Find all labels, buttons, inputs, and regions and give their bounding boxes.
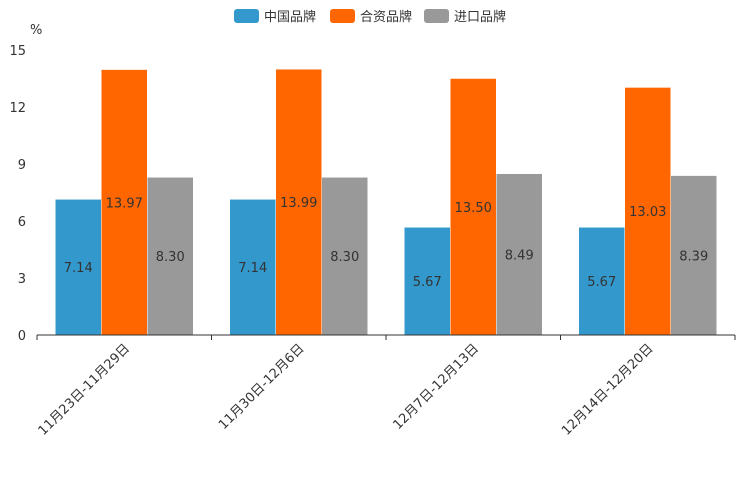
legend: 中国品牌 合资品牌 进口品牌 — [234, 9, 506, 25]
legend-item: 合资品牌 — [330, 9, 412, 25]
bars-group: 7.14 13.97 8.30 7.14 13.99 8.30 5.67 13.50 8.49 5… — [55, 68, 717, 336]
data-label: 7.14 — [64, 261, 93, 276]
data-label: 13.99 — [280, 196, 317, 211]
x-tick-label: 11月23日-11月29日 — [36, 341, 133, 438]
x-tick-label: 12月7日-12月13日 — [390, 341, 482, 433]
y-tick-label: 12 — [9, 101, 26, 116]
data-label: 13.50 — [455, 201, 492, 216]
bar — [321, 177, 368, 336]
x-tick-label: 12月14日-12月20日 — [559, 341, 656, 438]
bar — [450, 78, 497, 336]
data-label: 8.30 — [156, 250, 185, 265]
legend-item: 中国品牌 — [234, 9, 316, 25]
bar — [229, 199, 276, 336]
data-label: 5.67 — [587, 275, 616, 290]
bar — [670, 175, 717, 336]
bar — [578, 227, 625, 336]
y-tick-label: 6 — [18, 215, 26, 230]
data-label: 8.49 — [505, 248, 534, 263]
data-label: 8.30 — [330, 250, 359, 265]
data-label: 5.67 — [413, 275, 442, 290]
bar — [275, 68, 322, 336]
y-tick-label: 9 — [18, 158, 26, 173]
y-axis-unit-label: % — [30, 23, 42, 38]
legend-swatch — [424, 9, 449, 23]
y-tick-label: 15 — [9, 44, 26, 59]
data-label: 13.97 — [106, 196, 143, 211]
data-label: 7.14 — [238, 261, 267, 276]
y-tick-label: 0 — [18, 329, 26, 344]
y-tick-label: 3 — [18, 272, 26, 287]
bar — [55, 199, 102, 336]
x-axis: 11月23日-11月29日 11月30日-12月6日 12月7日-12月13日 12月… — [36, 334, 736, 439]
legend-label: 中国品牌 — [264, 9, 316, 25]
y-axis: 0 3 6 9 12 15 — [9, 44, 26, 344]
legend-swatch — [330, 9, 355, 23]
data-label: 13.03 — [629, 205, 666, 220]
legend-label: 进口品牌 — [454, 9, 506, 25]
data-label: 8.39 — [679, 249, 708, 264]
legend-item: 进口品牌 — [424, 9, 506, 25]
legend-label: 合资品牌 — [360, 9, 412, 25]
x-tick-label: 11月30日-12月6日 — [216, 341, 308, 433]
bar — [147, 177, 194, 336]
bar — [101, 69, 148, 336]
legend-swatch — [234, 9, 259, 23]
